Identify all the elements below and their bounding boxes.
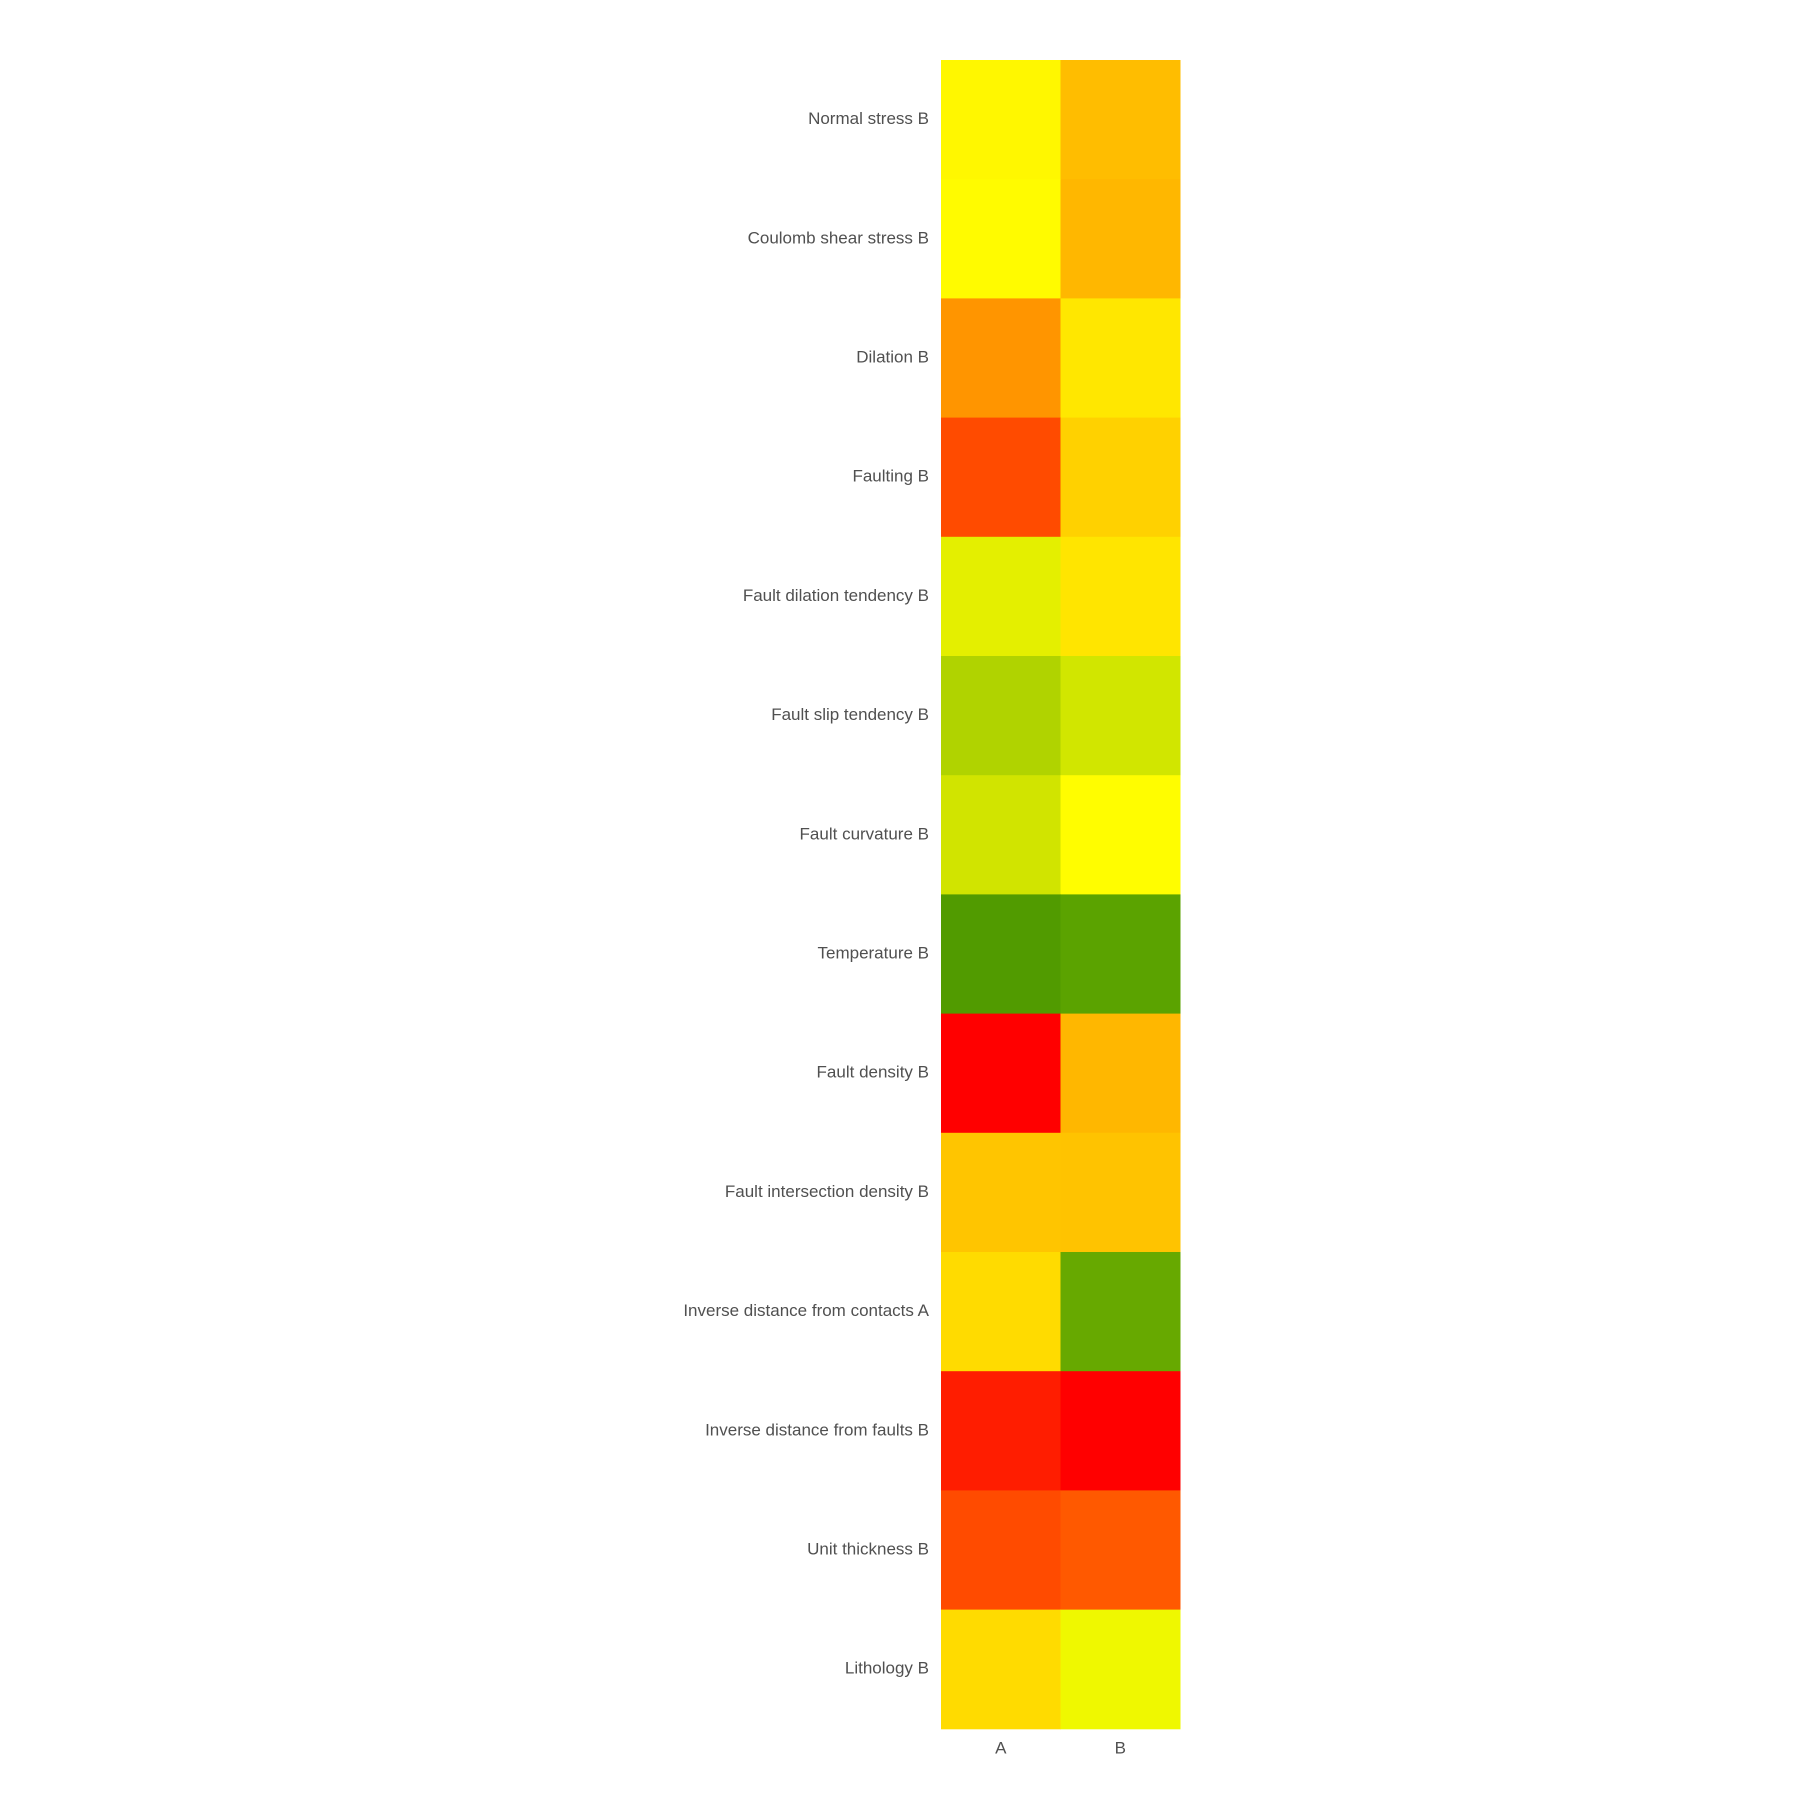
heatmap-cell bbox=[1060, 656, 1181, 776]
y-tick-label: Faulting B bbox=[852, 467, 929, 486]
y-tick-label: Fault slip tendency B bbox=[771, 705, 929, 724]
heatmap-cell bbox=[1060, 1371, 1181, 1491]
heatmap-cell bbox=[1060, 179, 1181, 299]
heatmap-cell bbox=[1060, 417, 1181, 538]
heatmap-cell bbox=[1060, 1490, 1181, 1611]
heatmap-cells bbox=[941, 60, 1181, 1730]
y-tick-label: Normal stress B bbox=[808, 109, 929, 128]
y-tick-label: Fault curvature B bbox=[800, 824, 929, 843]
heatmap-cell bbox=[1060, 60, 1181, 180]
heatmap-cell bbox=[941, 298, 1061, 419]
y-tick-label: Unit thickness B bbox=[807, 1539, 929, 1558]
heatmap-cell bbox=[941, 536, 1061, 657]
heatmap-cell bbox=[941, 1252, 1061, 1372]
y-tick-label: Coulomb shear stress B bbox=[748, 228, 929, 247]
y-tick-label: Inverse distance from contacts A bbox=[683, 1301, 929, 1320]
heatmap-cell bbox=[941, 60, 1061, 180]
y-tick-label: Lithology B bbox=[845, 1659, 929, 1678]
heatmap-cell bbox=[941, 417, 1061, 538]
heatmap-cell bbox=[1060, 298, 1181, 419]
x-tick-label: A bbox=[995, 1738, 1007, 1757]
heatmap-cell bbox=[941, 1371, 1061, 1491]
y-tick-label: Inverse distance from faults B bbox=[705, 1420, 929, 1439]
heatmap-cell bbox=[1060, 536, 1181, 657]
heatmap-cell bbox=[1060, 775, 1181, 895]
heatmap-cell bbox=[1060, 1132, 1181, 1253]
y-tick-label: Fault density B bbox=[817, 1063, 929, 1082]
heatmap-cell bbox=[941, 1013, 1061, 1134]
heatmap-cell bbox=[941, 775, 1061, 895]
y-axis-tick-labels: Normal stress B Coulomb shear stress B Dil… bbox=[683, 109, 929, 1678]
x-tick-label: B bbox=[1115, 1738, 1126, 1757]
heatmap-cell bbox=[941, 1490, 1061, 1611]
heatmap-cell bbox=[941, 894, 1061, 1015]
heatmap-cell bbox=[1060, 1013, 1181, 1134]
heatmap-cell bbox=[1060, 1609, 1181, 1730]
heatmap-cell bbox=[941, 1132, 1061, 1253]
heatmap-cell bbox=[941, 656, 1061, 776]
heatmap-cell bbox=[941, 1609, 1061, 1730]
y-tick-label: Fault dilation tendency B bbox=[743, 586, 929, 605]
y-tick-label: Temperature B bbox=[818, 943, 930, 962]
heatmap-cell bbox=[1060, 894, 1181, 1015]
y-tick-label: Dilation B bbox=[856, 347, 929, 366]
heatmap-cell bbox=[1060, 1252, 1181, 1372]
y-tick-label: Fault intersection density B bbox=[725, 1182, 929, 1201]
heatmap-cell bbox=[941, 179, 1061, 299]
